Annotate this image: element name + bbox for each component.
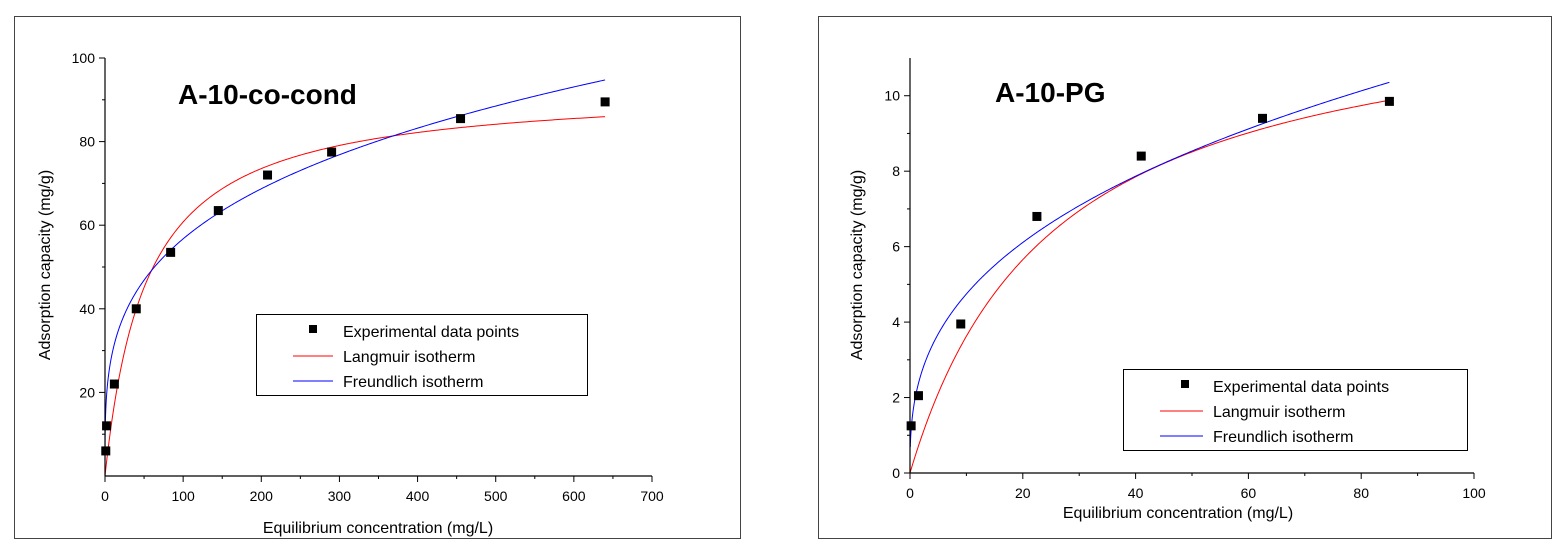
data-point (1136, 151, 1146, 161)
y-tick-label: 100 (72, 50, 96, 66)
legend: Experimental data points Langmuir isothe… (256, 314, 588, 396)
data-point (956, 319, 966, 329)
data-point (102, 421, 112, 431)
y-axis-label: Adsorption capacity (mg/g) (37, 170, 54, 360)
legend-label-experimental: Experimental data points (343, 324, 519, 341)
chart-title: A-10-PG (995, 77, 1105, 108)
y-tick-label: 20 (79, 384, 95, 400)
legend-marker-icon (1181, 380, 1189, 388)
data-point (1258, 113, 1267, 123)
x-tick-label: 20 (1015, 485, 1031, 501)
legend-label-freundlich: Freundlich isotherm (1213, 429, 1354, 446)
chart-panel-a-10-co-cond: A-10-co-cond 0 100 200 300 400 500 600 700 20 40 6… (0, 0, 745, 548)
y-tick-label: 40 (79, 301, 95, 317)
x-tick-label: 60 (1241, 485, 1257, 501)
langmuir-curve (104, 116, 606, 477)
x-tick-label: 500 (484, 488, 508, 504)
legend-label-langmuir: Langmuir isotherm (343, 349, 476, 366)
legend-label-langmuir: Langmuir isotherm (1213, 404, 1346, 421)
freundlich-curve (909, 81, 1390, 448)
langmuir-curve (909, 99, 1390, 474)
data-point (213, 206, 223, 216)
y-tick-label: 80 (79, 134, 95, 150)
legend-marker-icon (309, 325, 317, 333)
legend: Experimental data points Langmuir isothe… (1123, 369, 1468, 451)
freundlich-curve (104, 79, 606, 477)
data-point (166, 247, 176, 257)
chart-a-10-pg: A-10-PG 0 20 40 60 80 100 0 2 4 6 8 10 Equilibrium … (818, 16, 1552, 539)
data-point (456, 114, 466, 124)
legend-label-experimental: Experimental data points (1213, 379, 1389, 396)
x-axis-label: Equilibrium concentration (mg/L) (1063, 505, 1293, 522)
x-tick-label: 100 (171, 488, 195, 504)
x-tick-label: 0 (906, 485, 914, 501)
x-axis-label: Equilibrium concentration (mg/L) (263, 520, 493, 537)
y-tick-label: 2 (892, 390, 900, 406)
data-point (600, 97, 610, 107)
y-tick-label: 4 (892, 314, 900, 330)
data-point (906, 421, 916, 431)
x-tick-label: 40 (1128, 485, 1144, 501)
y-tick-label: 8 (892, 163, 900, 179)
x-tick-label: 200 (250, 488, 274, 504)
x-tick-label: 300 (328, 488, 352, 504)
x-tick-label: 80 (1353, 485, 1369, 501)
y-tick-label: 60 (79, 217, 95, 233)
chart-frame (818, 16, 1552, 539)
legend-label-freundlich: Freundlich isotherm (343, 374, 484, 391)
data-point (913, 391, 923, 401)
data-point (327, 147, 337, 157)
x-tick-label: 100 (1462, 485, 1486, 501)
chart-panel-a-10-pg: A-10-PG 0 20 40 60 80 100 0 2 4 6 8 10 Equilibrium … (810, 0, 1557, 548)
y-tick-label: 0 (892, 465, 900, 481)
legend-box (1123, 369, 1468, 451)
x-tick-label: 400 (406, 488, 430, 504)
data-point (1384, 96, 1394, 106)
chart-frame (14, 16, 741, 539)
x-tick-label: 700 (640, 488, 664, 504)
x-tick-label: 0 (101, 488, 109, 504)
y-tick-label: 10 (884, 88, 900, 104)
y-axis-label: Adsorption capacity (mg/g) (849, 170, 866, 360)
x-tick-label: 600 (562, 488, 586, 504)
chart-title: A-10-co-cond (178, 79, 357, 110)
data-point (1032, 211, 1042, 221)
data-point (101, 446, 111, 456)
y-tick-label: 6 (892, 239, 900, 255)
data-point (109, 379, 119, 389)
data-point (131, 304, 141, 314)
chart-a-10-co-cond: A-10-co-cond 0 100 200 300 400 500 600 700 20 40 6… (14, 16, 741, 539)
data-point (263, 170, 273, 180)
